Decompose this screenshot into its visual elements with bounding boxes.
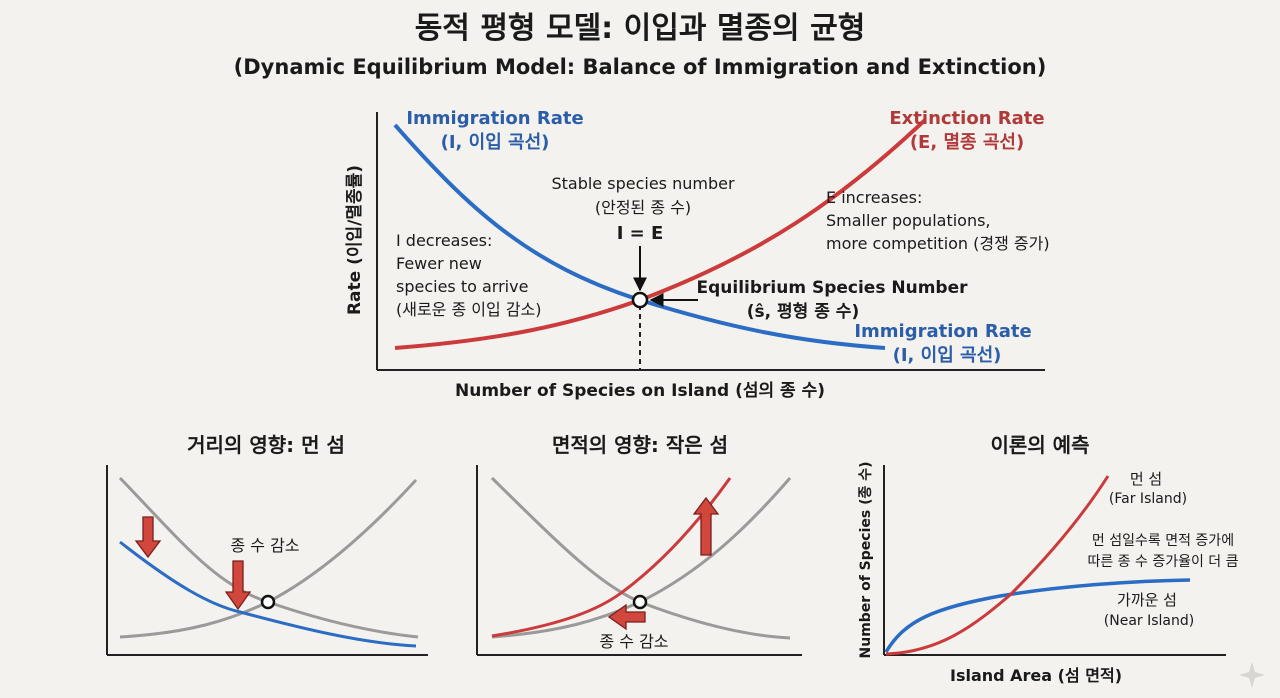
i-decreases-line1: I decreases: [396,231,492,250]
panel-area-title: 면적의 영향: 작은 섬 [552,433,728,457]
prediction-note-line2: 따른 종 수 증가율이 더 큼 [1087,554,1238,570]
extinction-curve [394,118,927,350]
main-subtitle: (Dynamic Equilibrium Model: Balance of I… [234,55,1047,79]
panel-distance-annotation: 종 수 감소 [230,536,299,555]
immigration-label-title: Immigration Rate [406,108,583,129]
main-title: 동적 평형 모델: 이입과 멸종의 균형 [415,11,866,46]
panel-prediction: 이론의 예측 Number of Species (종 수) Island Ar… [858,433,1239,685]
panel-distance: 거리의 영향: 먼 섬 종 수 감소 [106,433,428,656]
e-increases-line3: more competition (경쟁 증가) [826,234,1050,253]
immigration-end-label-title: Immigration Rate [854,321,1031,342]
i-decreases-line2: Fewer new [396,254,482,273]
panel-prediction-far-curve [885,475,1110,656]
stable-label-line2: (안정된 종 수) [595,198,691,217]
stable-label-line1: Stable species number [551,174,734,193]
extinction-label-title: Extinction Rate [889,108,1044,129]
i-decreases-line4: (새로운 종 이입 감소) [396,300,542,319]
panel-distance-immigration-original [118,476,419,639]
panel-prediction-y-label: Number of Species (종 수) [858,462,874,659]
e-increases-line2: Smaller populations, [826,211,991,230]
equilibrium-label-title: Equilibrium Species Number [696,278,968,298]
prediction-note-line1: 먼 섬일수록 면적 증가에 [1092,533,1234,549]
panel-distance-equilibrium [260,594,276,610]
i-decreases-line3: species to arrive [396,277,528,296]
equilibrium-label-sub: (ŝ, 평형 종 수) [747,301,859,322]
extinction-label-sub: (E, 멸종 곡선) [910,132,1024,153]
panel-area: 면적의 영향: 작은 섬 종 수 감소 [476,433,802,656]
panel-area-annotation: 종 수 감소 [599,632,668,651]
panel-distance-down-arrow-1 [134,516,162,559]
main-x-label: Number of Species on Island (섬의 종 수) [455,381,825,401]
panel-prediction-x-label: Island Area (섬 면적) [950,666,1122,685]
near-label-en: (Near Island) [1104,613,1194,629]
panel-distance-immigration-far [119,540,417,648]
far-label-ko: 먼 섬 [1130,470,1162,488]
panel-prediction-title: 이론의 예측 [991,433,1090,457]
panel-distance-title: 거리의 영향: 먼 섬 [187,433,345,457]
immigration-label-sub: (I, 이입 곡선) [441,131,550,153]
main-y-label: Rate (이입/멸종률) [345,165,365,315]
stable-label-eq: I = E [617,223,664,244]
immigration-end-label-sub: (I, 이입 곡선) [893,344,1002,366]
sparkle-icon [1239,662,1265,688]
panel-area-up-arrow [692,496,720,556]
panel-prediction-near-curve [884,578,1191,653]
panel-distance-down-arrow-2 [224,560,252,611]
panel-area-equilibrium [632,594,648,610]
panel-area-left-arrow [607,603,646,631]
near-label-ko: 가까운 섬 [1117,591,1177,609]
equilibrium-point [631,291,649,309]
e-increases-line1: E increases: [826,188,922,207]
main-chart: Rate (이입/멸종률) Number of Species on Islan… [345,108,1050,401]
panel-distance-extinction [119,478,418,639]
far-label-en: (Far Island) [1109,491,1187,507]
